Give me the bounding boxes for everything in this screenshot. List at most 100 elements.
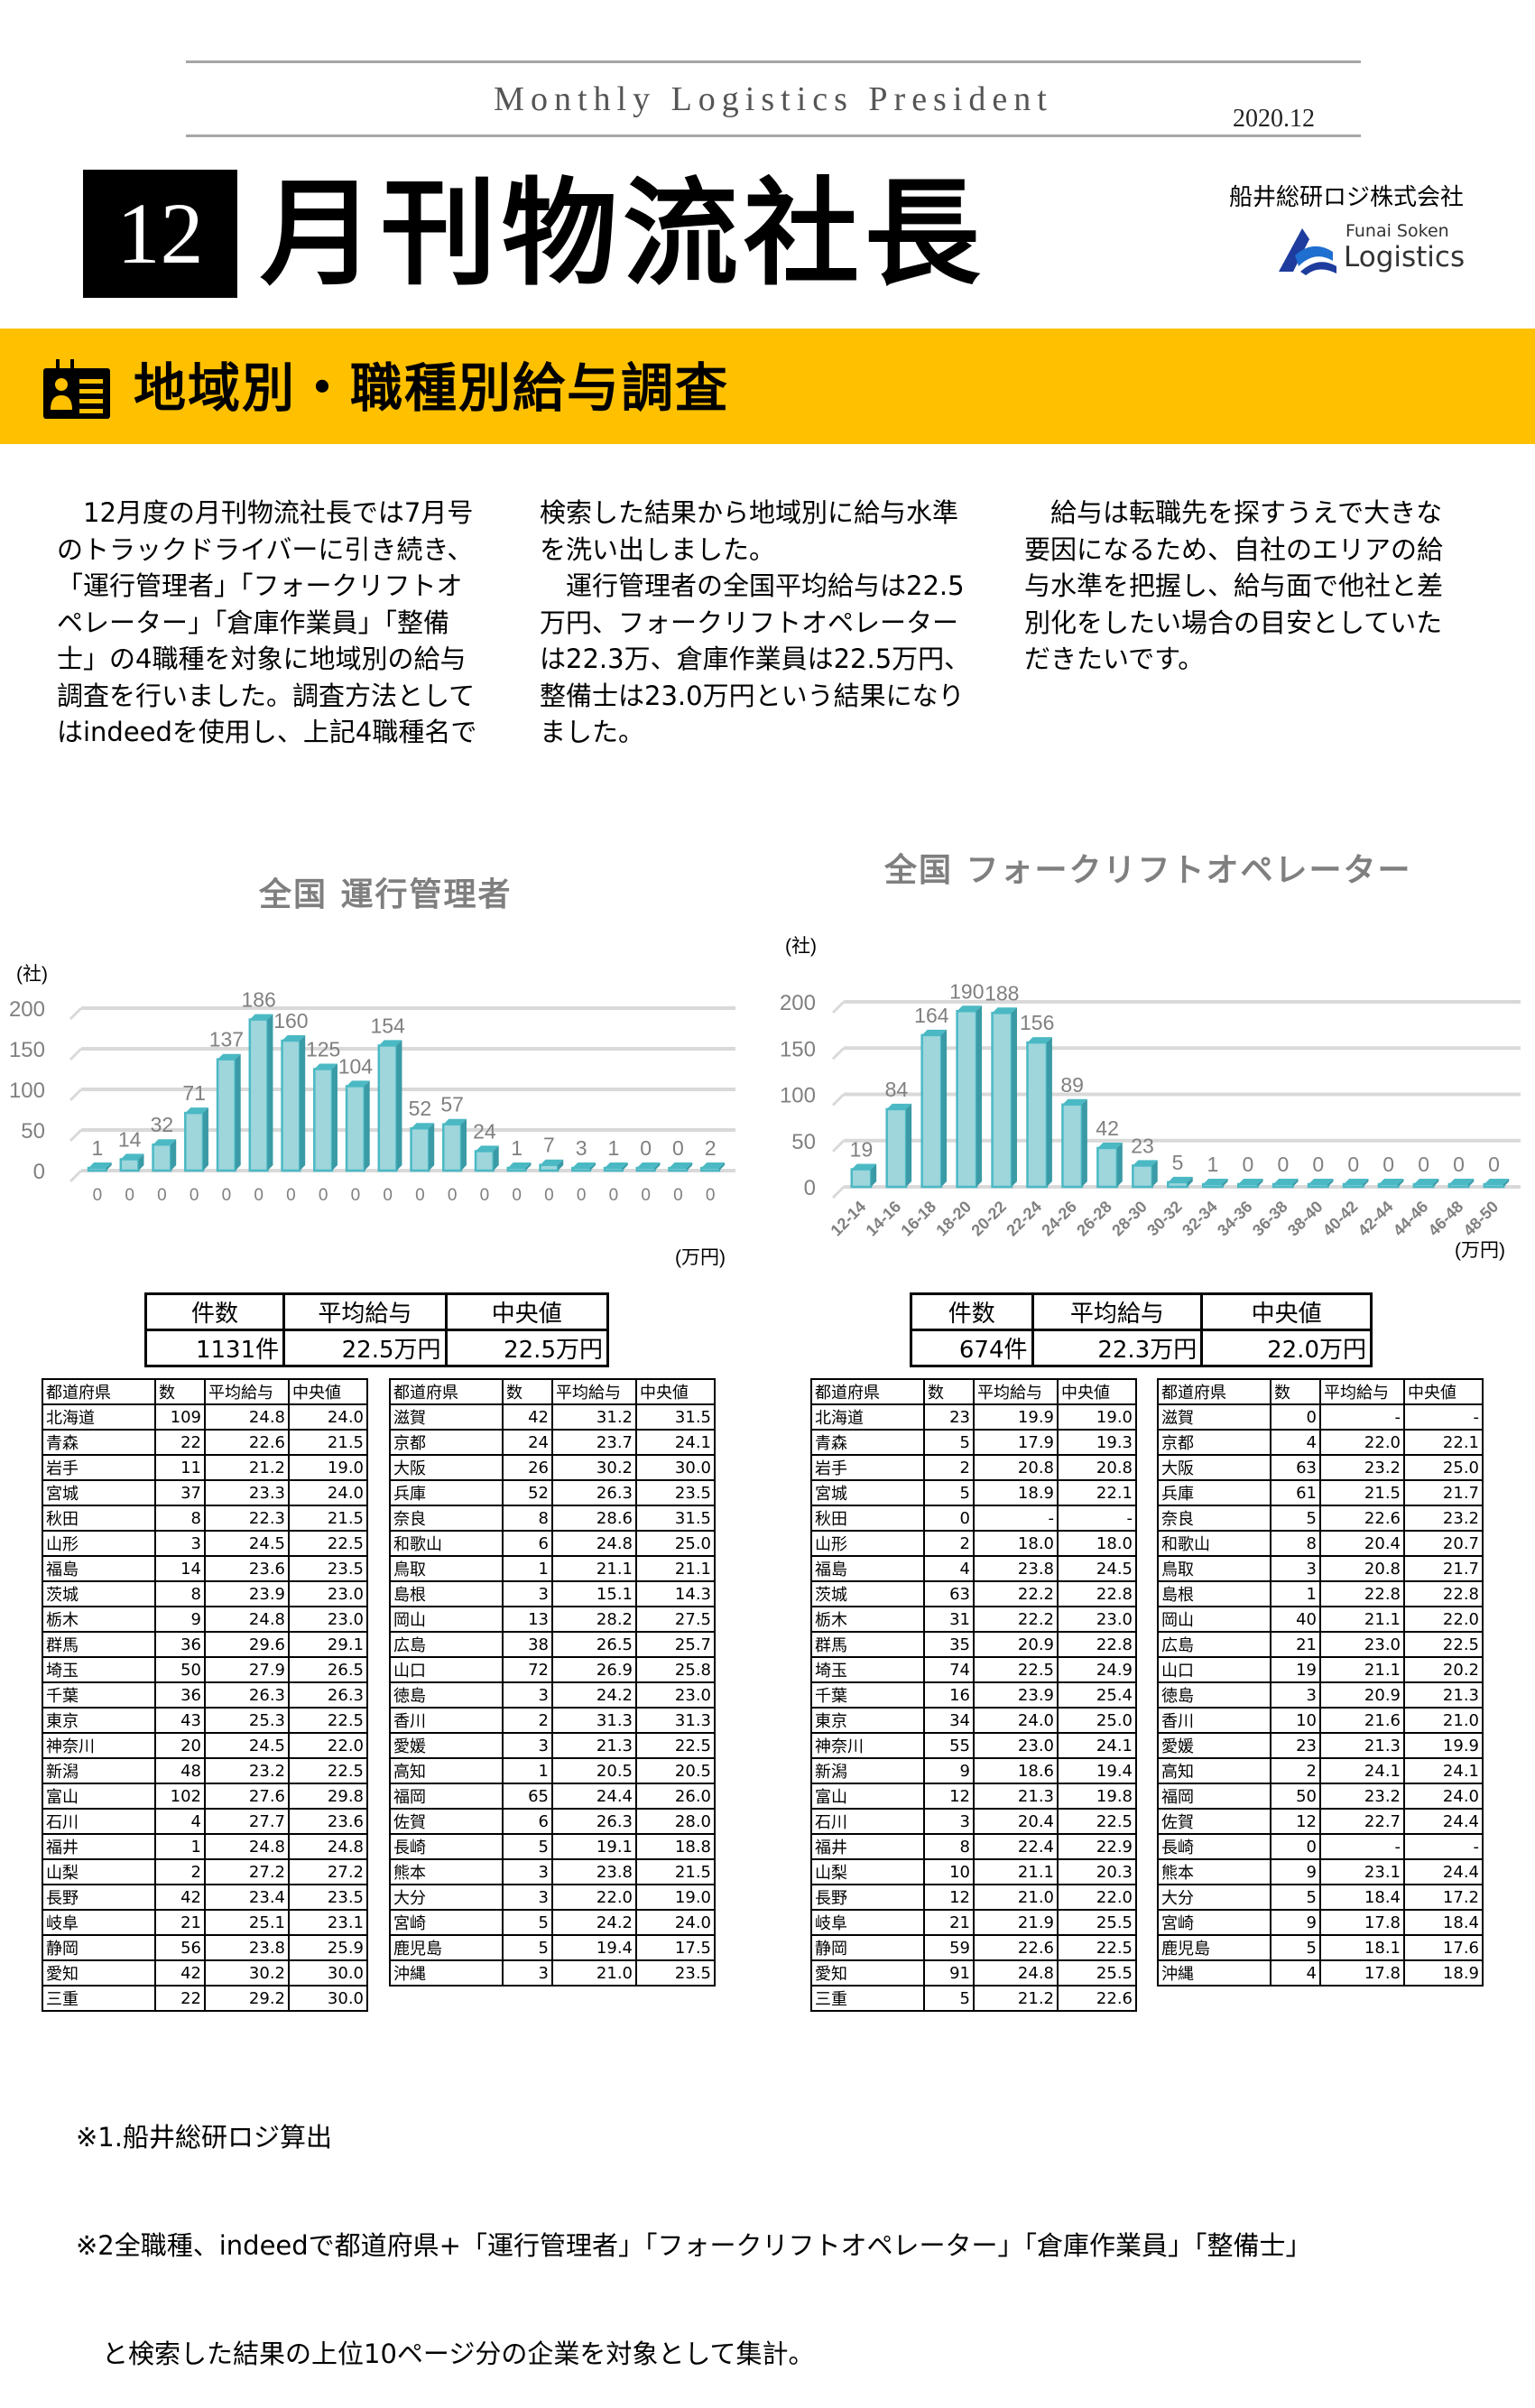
table-row: 兵庫 52 26.3 23.5 [389, 1479, 716, 1506]
median-cell: 23.5 [288, 1555, 368, 1582]
average-salary-cell: 18.6 [973, 1757, 1059, 1784]
y-tick-label: 200 [780, 991, 816, 1015]
gridline-depth [69, 1006, 83, 1021]
median-cell: 25.5 [1057, 1959, 1137, 1987]
bar [1307, 1182, 1329, 1189]
table-row: 鳥取 1 21.1 21.1 [389, 1555, 716, 1582]
median-cell: 23.6 [288, 1808, 368, 1835]
median-cell: 23.0 [288, 1580, 368, 1607]
prefecture-cell: 千葉 [42, 1681, 156, 1709]
prefecture-cell: 島根 [1157, 1580, 1271, 1607]
body-line: ペレーター」「倉庫作業員」「整備 [57, 607, 450, 638]
average-salary-cell: 26.3 [551, 1479, 637, 1506]
bar-side [429, 1123, 435, 1171]
count-cell: 3 [502, 1959, 553, 1987]
median-cell: 22.5 [1403, 1631, 1484, 1658]
table-row: 岩手 2 20.8 20.8 [810, 1454, 1137, 1481]
data-label: 0 [1242, 1153, 1253, 1176]
average-salary-cell: 21.1 [1319, 1606, 1405, 1633]
summary-table-forklift-operator: 件数 平均給与 中央値 674件 22.3万円 22.0万円 [910, 1292, 1373, 1367]
bar-side [1257, 1179, 1263, 1187]
data-label: 0 [1277, 1153, 1289, 1176]
body-line: だきたいです。 [1024, 644, 1205, 674]
prefecture-cell: 大阪 [389, 1454, 504, 1481]
average-salary-cell: 21.0 [973, 1884, 1059, 1911]
x-tick-label: 46-48 [1425, 1198, 1467, 1240]
table-row: 島根 1 22.8 22.8 [1157, 1580, 1484, 1607]
bar-side [1433, 1179, 1439, 1187]
table-row: 熊本 3 23.8 21.5 [389, 1858, 716, 1885]
table-header-row: 都道府県数平均給与 中央値 [42, 1378, 368, 1405]
table-row: 新潟 48 23.2 22.5 [42, 1757, 368, 1784]
average-salary-cell: 22.5 [973, 1656, 1059, 1683]
count-cell: 3 [502, 1732, 553, 1759]
average-salary-cell: 28.6 [551, 1505, 637, 1532]
bar-top [605, 1162, 628, 1168]
bar [1483, 1182, 1505, 1189]
bottom-rule [186, 134, 1361, 137]
data-label: 3 [576, 1136, 587, 1160]
x-tick-label: 0 [415, 1186, 425, 1205]
average-salary-cell: 21.5 [1319, 1479, 1405, 1506]
count-cell: 11 [154, 1454, 206, 1481]
bar-top [347, 1080, 370, 1087]
data-label: 14 [118, 1127, 142, 1151]
median-cell: 22.5 [288, 1707, 368, 1734]
table-row: 鹿児島 5 18.1 17.6 [1157, 1934, 1484, 1961]
bar-top [1062, 1098, 1087, 1105]
y-tick-label: 0 [33, 1160, 45, 1184]
table-row: 山梨 10 21.1 20.3 [810, 1858, 1137, 1885]
table-row: 宮城 37 23.3 24.0 [42, 1479, 368, 1506]
median-cell: 14.3 [635, 1580, 716, 1607]
table-row: 栃木 31 22.2 23.0 [810, 1606, 1137, 1633]
count-cell: 109 [154, 1403, 206, 1431]
table-row: 奈良 5 22.6 23.2 [1157, 1505, 1484, 1532]
prefecture-cell: 三重 [42, 1985, 156, 2012]
prefecture-cell: 大阪 [1157, 1454, 1271, 1481]
average-salary-cell: 20.5 [551, 1757, 637, 1784]
prefecture-cell: 岡山 [1157, 1606, 1271, 1633]
prefecture-cell: 愛知 [42, 1959, 156, 1987]
count-cell: 5 [1270, 1505, 1321, 1532]
table-row: 新潟 9 18.6 19.4 [810, 1757, 1137, 1784]
count-cell: 10 [923, 1858, 975, 1885]
x-tick-label: 0 [157, 1186, 167, 1205]
prefecture-cell: 青森 [810, 1429, 925, 1456]
count-cell: 0 [923, 1505, 975, 1532]
average-salary-cell: 23.6 [204, 1555, 290, 1582]
average-salary-cell: 22.2 [973, 1606, 1059, 1633]
bar-top [249, 1014, 273, 1020]
table-row: 宮城 5 18.9 22.1 [810, 1479, 1137, 1506]
logo-wave-icon [1279, 228, 1336, 275]
median-cell: 29.1 [288, 1631, 368, 1658]
average-salary-cell: 20.9 [973, 1631, 1059, 1658]
prefecture-cell: 愛知 [810, 1959, 925, 1987]
median-cell: 18.8 [635, 1833, 716, 1860]
prefecture-cell: 茨城 [42, 1580, 156, 1607]
table-row: 高知 2 24.1 24.1 [1157, 1757, 1484, 1784]
gridline-depth [831, 1047, 846, 1060]
count-cell: 12 [923, 1783, 975, 1810]
x-tick-label: 32-34 [1179, 1198, 1221, 1240]
table-row: 神奈川 20 24.5 22.0 [42, 1732, 368, 1759]
table-row: 青森 22 22.6 21.5 [42, 1429, 368, 1456]
table-row: 富山 12 21.3 19.8 [810, 1783, 1137, 1810]
median-cell: 22.5 [288, 1757, 368, 1784]
table-row: 愛媛 23 21.3 19.9 [1157, 1732, 1484, 1759]
column-header: 中央値 [635, 1378, 716, 1405]
x-tick-label: 20-22 [967, 1198, 1010, 1240]
data-label: 1 [1207, 1153, 1219, 1176]
median-cell: 25.0 [1403, 1454, 1484, 1481]
table-row: 千葉 16 23.9 25.4 [810, 1681, 1137, 1709]
body-line: のトラックドライバーに引き続き、 [57, 533, 474, 565]
bar-side [871, 1163, 877, 1187]
average-salary-cell: 21.2 [973, 1985, 1059, 2012]
median-cell: 24.5 [1057, 1555, 1137, 1582]
column-header: 平均給与 [1319, 1378, 1405, 1405]
bar-side [1468, 1179, 1475, 1187]
average-salary-cell: 24.0 [973, 1707, 1059, 1734]
bar-side [1327, 1179, 1334, 1187]
table-row: 埼玉 50 27.9 26.5 [42, 1656, 368, 1683]
average-salary-cell: 19.9 [973, 1403, 1059, 1431]
summary-table-operations-manager: 件数 平均給与 中央値 1131件 22.5万円 22.5万円 [143, 1292, 610, 1367]
